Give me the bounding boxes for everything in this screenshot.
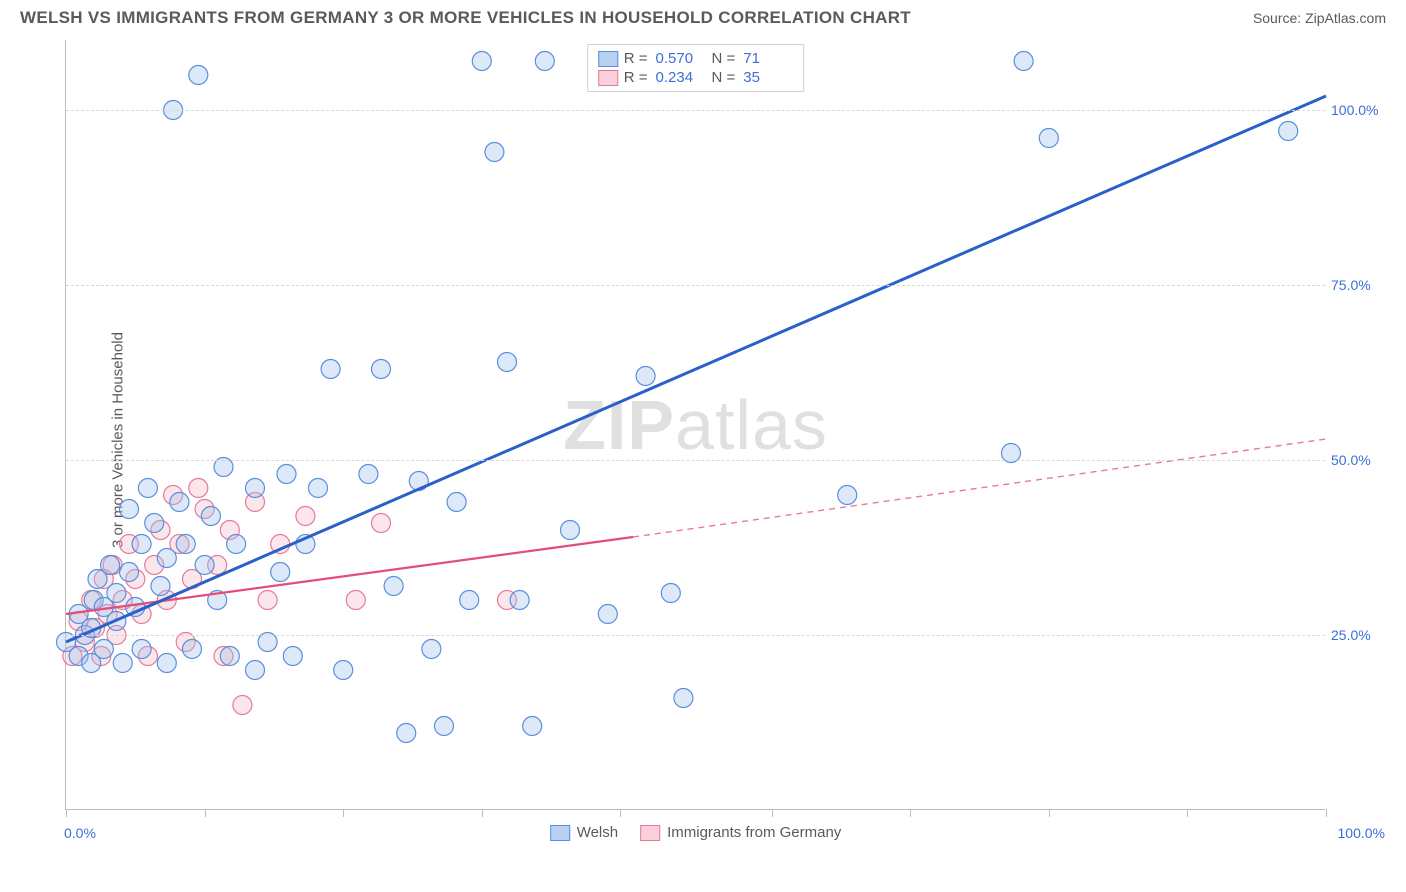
data-point [296, 507, 315, 526]
data-point [1279, 122, 1298, 141]
data-point [157, 654, 176, 673]
y-tick-label: 25.0% [1331, 627, 1371, 643]
data-point [283, 647, 302, 666]
data-point [598, 605, 617, 624]
data-point [636, 367, 655, 386]
data-point [422, 640, 441, 659]
data-point [258, 591, 277, 610]
data-point [661, 584, 680, 603]
y-tick-label: 100.0% [1331, 102, 1378, 118]
legend-row-welsh: R = 0.570 N = 71 [598, 49, 794, 68]
data-point [246, 479, 265, 498]
data-point [107, 584, 126, 603]
data-point [309, 479, 328, 498]
x-tick [620, 809, 621, 817]
chart-header: WELSH VS IMMIGRANTS FROM GERMANY 3 OR MO… [0, 0, 1406, 32]
x-tick [482, 809, 483, 817]
data-point [384, 577, 403, 596]
data-point [346, 591, 365, 610]
data-point [113, 654, 132, 673]
data-point [101, 556, 120, 575]
gridline [66, 285, 1325, 286]
data-point [132, 535, 151, 554]
legend-row-germany: R = 0.234 N = 35 [598, 68, 794, 87]
data-point [372, 514, 391, 533]
data-point [447, 493, 466, 512]
data-point [460, 591, 479, 610]
gridline [66, 110, 1325, 111]
x-tick [1049, 809, 1050, 817]
y-tick-label: 50.0% [1331, 452, 1371, 468]
data-point [838, 486, 857, 505]
x-tick-label-min: 0.0% [64, 825, 96, 841]
data-point [233, 696, 252, 715]
x-tick [66, 809, 67, 817]
data-point [523, 717, 542, 736]
data-point [120, 500, 139, 519]
data-point [472, 52, 491, 71]
data-point [498, 353, 517, 372]
data-point [94, 640, 113, 659]
data-point [485, 143, 504, 162]
data-point [176, 535, 195, 554]
data-point [372, 360, 391, 379]
plot-region: ZIPatlas R = 0.570 N = 71 R = 0.234 N = … [65, 40, 1325, 810]
data-point [189, 66, 208, 85]
x-tick [910, 809, 911, 817]
x-tick [343, 809, 344, 817]
data-point [157, 549, 176, 568]
regression-line [66, 96, 1326, 642]
legend-item-welsh: Welsh [550, 824, 618, 841]
data-point [1039, 129, 1058, 148]
x-tick [1187, 809, 1188, 817]
swatch-germany [598, 70, 618, 86]
data-point [271, 563, 290, 582]
data-point [397, 724, 416, 743]
data-point [183, 640, 202, 659]
gridline [66, 635, 1325, 636]
data-point [195, 556, 214, 575]
data-point [151, 577, 170, 596]
chart-area: 3 or more Vehicles in Household ZIPatlas… [20, 40, 1390, 840]
data-point [561, 521, 580, 540]
data-point [535, 52, 554, 71]
data-point [138, 479, 157, 498]
y-tick-label: 75.0% [1331, 277, 1371, 293]
regression-line [633, 439, 1326, 537]
chart-source: Source: ZipAtlas.com [1253, 10, 1386, 26]
chart-title: WELSH VS IMMIGRANTS FROM GERMANY 3 OR MO… [20, 8, 911, 28]
legend-item-germany: Immigrants from Germany [640, 824, 841, 841]
legend-stats: R = 0.570 N = 71 R = 0.234 N = 35 [587, 44, 805, 92]
data-point [227, 535, 246, 554]
x-tick [772, 809, 773, 817]
data-point [1014, 52, 1033, 71]
data-point [321, 360, 340, 379]
data-point [189, 479, 208, 498]
data-point [201, 507, 220, 526]
x-tick [1326, 809, 1327, 817]
data-point [334, 661, 353, 680]
data-point [277, 465, 296, 484]
data-point [132, 640, 151, 659]
x-tick [205, 809, 206, 817]
data-point [435, 717, 454, 736]
swatch-welsh [598, 51, 618, 67]
data-point [220, 647, 239, 666]
x-tick-label-max: 100.0% [1338, 825, 1385, 841]
data-point [170, 493, 189, 512]
data-point [246, 661, 265, 680]
legend-series: Welsh Immigrants from Germany [550, 824, 842, 841]
data-point [145, 514, 164, 533]
scatter-svg [66, 40, 1325, 809]
data-point [359, 465, 378, 484]
data-point [674, 689, 693, 708]
data-point [120, 563, 139, 582]
gridline [66, 460, 1325, 461]
data-point [510, 591, 529, 610]
